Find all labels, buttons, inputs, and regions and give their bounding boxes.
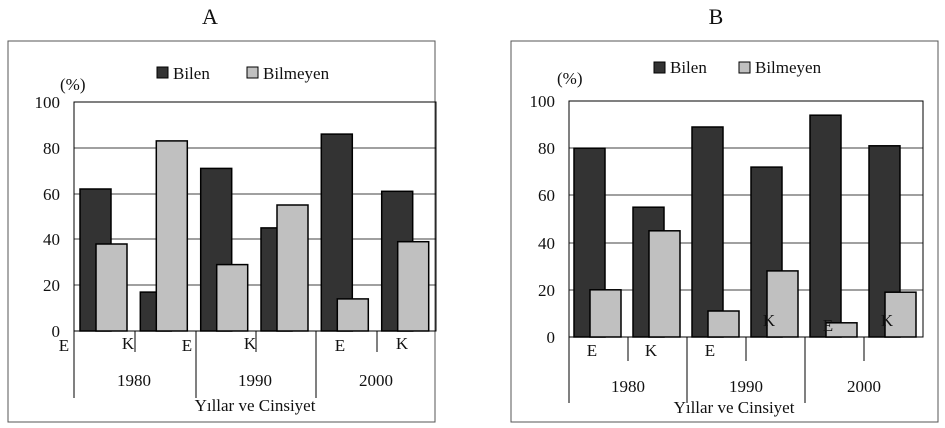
panel-b-legend-swatch-bilen: [653, 61, 666, 74]
panel-b-frame: [510, 40, 939, 423]
panel-a-gender-label: K: [396, 334, 409, 353]
panel-a-gender-label: K: [122, 334, 135, 353]
panel-a-y-tick-label: 20: [43, 276, 60, 295]
panel-a-year-label: 2000: [359, 371, 393, 390]
panel-a-bar-bilmeyen: [215, 263, 249, 332]
panel-a-y-tick-label: 100: [35, 93, 61, 112]
panel-b-bar-bilmeyen: [766, 270, 799, 338]
panel-b-y-tick-label: 60: [538, 186, 555, 205]
panel-a-y-tick-label: 80: [43, 139, 60, 158]
panel-a-legend-swatch-bilmeyen: [246, 66, 259, 79]
panel-b-gender-label: E: [587, 341, 597, 360]
panel-a-legend-label-bilen: Bilen: [173, 64, 210, 83]
panel-b-gender-label: K: [645, 341, 658, 360]
panel-a-bar-bilmeyen: [155, 140, 189, 332]
panel-b-bar-bilen: [809, 114, 842, 338]
panel-a-category-separators: [73, 331, 378, 398]
panel-a-legend-label-bilmeyen: Bilmeyen: [263, 64, 330, 83]
panel-a-plot-area: [73, 101, 437, 332]
panel-b-y-tick-label: 80: [538, 139, 555, 158]
panel-b-gender-label: K: [881, 311, 894, 330]
panel-a-bar-bilmeyen: [95, 243, 128, 332]
panel-b-bar-bilmeyen: [707, 310, 740, 338]
panel-b-gender-label: E: [823, 316, 833, 335]
panel-b-bar-bilen: [691, 126, 724, 338]
panel-b-label: B: [709, 4, 724, 29]
panel-a-y-tick-label: 40: [43, 230, 60, 249]
panel-b-bar-bilmeyen: [825, 322, 858, 338]
panel-a-legend-swatch-bilen: [156, 66, 169, 79]
panel-b-gender-label: E: [705, 341, 715, 360]
panel-a-bars: [79, 133, 430, 332]
panel-a-x-axis-title: Yıllar ve Cinsiyet: [195, 396, 316, 415]
panel-b-bars: [573, 114, 917, 338]
panel-a-frame: [7, 40, 436, 423]
panel-b-year-labels: 1980 1990 2000: [611, 377, 881, 396]
panel-a-y-tick-labels: 100 80 60 40 20 0: [35, 93, 61, 341]
panel-b-y-tick-label: 20: [538, 281, 555, 300]
panel-a-bar-bilmeyen: [396, 240, 430, 332]
panel-a-bar-bilmeyen: [336, 298, 370, 332]
panel-a-y-tick-label: 0: [52, 322, 61, 341]
panel-b-legend-swatch-bilmeyen: [738, 61, 751, 74]
panel-a-year-label: 1990: [238, 371, 272, 390]
panel-b-legend-label-bilen: Bilen: [670, 58, 707, 77]
panel-b-year-label: 1990: [729, 377, 763, 396]
panel-a-gender-labels: E K E K E K: [59, 334, 409, 355]
panel-a-year-labels: 1980 1990 2000: [117, 371, 393, 390]
panel-a-bar-bilmeyen: [276, 204, 309, 332]
panel-b-bar-bilmeyen: [589, 289, 622, 338]
panel-b-y-tick-label: 0: [547, 328, 556, 347]
panel-a-gender-label: E: [182, 336, 192, 355]
panel-a-y-tick-label: 60: [43, 185, 60, 204]
panel-b-unit-label: (%): [557, 69, 582, 88]
panel-b-year-label: 1980: [611, 377, 645, 396]
panel-b-y-tick-label: 40: [538, 234, 555, 253]
panel-b-y-tick-labels: 100 80 60 40 20 0: [530, 92, 556, 347]
panel-b-y-tick-label: 100: [530, 92, 556, 111]
panel-b-bar-bilmeyen: [648, 230, 681, 338]
panel-b-gender-labels: E K E K E K: [587, 311, 894, 360]
panel-b-legend-label-bilmeyen: Bilmeyen: [755, 58, 822, 77]
panel-a-gender-label: K: [244, 334, 257, 353]
panel-a-unit-label: (%): [60, 75, 85, 94]
panel-a: A (%) Bilen Bilmeyen 100 80 60 40 20 0: [7, 4, 437, 423]
panel-a-gridlines: [74, 147, 436, 286]
panel-a-label: A: [202, 4, 218, 29]
panel-b-category-separators: [568, 337, 865, 403]
panel-a-gender-label: E: [335, 336, 345, 355]
panel-a-year-label: 1980: [117, 371, 151, 390]
panel-b-gender-label: K: [763, 311, 776, 330]
panel-b-year-label: 2000: [847, 377, 881, 396]
panel-b-gridlines: [569, 147, 923, 291]
panel-a-gender-label: E: [59, 336, 69, 355]
panel-b-bar-bilmeyen: [884, 291, 917, 338]
panel-b-x-axis-title: Yıllar ve Cinsiyet: [674, 398, 795, 417]
panel-b: B (%) Bilen Bilmeyen 100 80 60 40 20 0: [510, 4, 939, 423]
